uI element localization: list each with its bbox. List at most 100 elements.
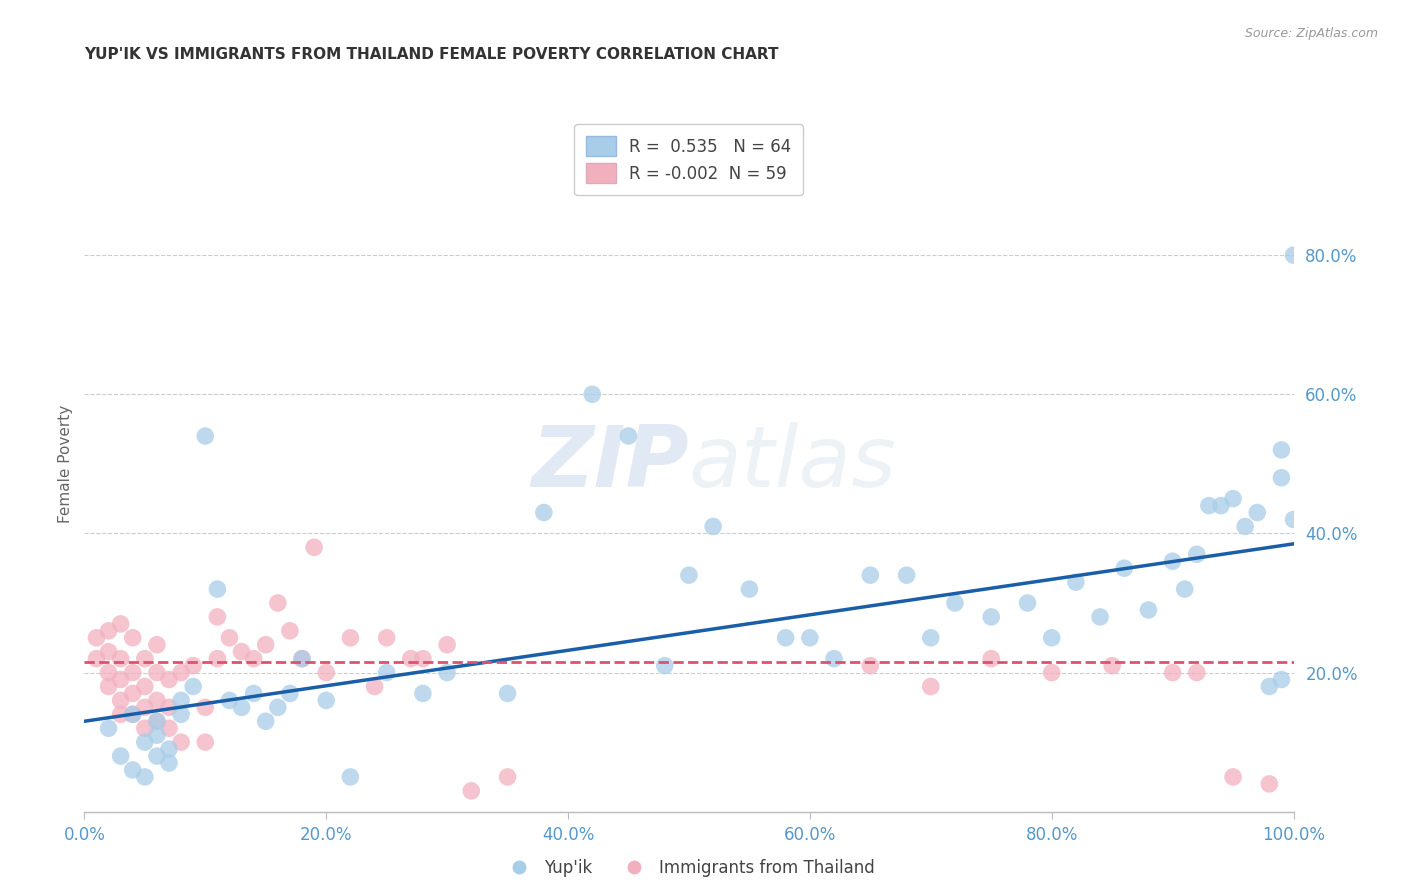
Point xyxy=(859,568,882,582)
Point xyxy=(1174,582,1197,596)
Point xyxy=(97,645,120,659)
Point xyxy=(775,631,797,645)
Point xyxy=(1185,547,1208,561)
Point xyxy=(315,693,337,707)
Point xyxy=(121,763,143,777)
Point xyxy=(231,700,253,714)
Point xyxy=(267,596,290,610)
Point xyxy=(678,568,700,582)
Point xyxy=(207,582,229,596)
Point xyxy=(207,651,229,665)
Text: atlas: atlas xyxy=(689,422,897,506)
Point xyxy=(146,728,169,742)
Point xyxy=(97,624,120,638)
Point xyxy=(110,749,132,764)
Point xyxy=(315,665,337,680)
Point xyxy=(920,631,942,645)
Point xyxy=(121,665,143,680)
Point xyxy=(134,721,156,735)
Point xyxy=(121,631,143,645)
Point xyxy=(859,658,882,673)
Point xyxy=(97,721,120,735)
Point xyxy=(412,686,434,700)
Point xyxy=(412,651,434,665)
Point xyxy=(920,680,942,694)
Point xyxy=(157,673,180,687)
Legend: Yup'ik, Immigrants from Thailand: Yup'ik, Immigrants from Thailand xyxy=(496,852,882,883)
Point xyxy=(496,686,519,700)
Point xyxy=(399,651,422,665)
Point xyxy=(121,707,143,722)
Point xyxy=(146,749,169,764)
Point xyxy=(1282,248,1305,262)
Point xyxy=(436,638,458,652)
Point xyxy=(1282,512,1305,526)
Point xyxy=(134,680,156,694)
Point xyxy=(231,645,253,659)
Point xyxy=(363,680,385,694)
Point xyxy=(194,429,217,443)
Text: Source: ZipAtlas.com: Source: ZipAtlas.com xyxy=(1244,27,1378,40)
Point xyxy=(1258,777,1281,791)
Point xyxy=(1198,499,1220,513)
Y-axis label: Female Poverty: Female Poverty xyxy=(58,405,73,523)
Point xyxy=(134,651,156,665)
Point xyxy=(157,700,180,714)
Point xyxy=(207,610,229,624)
Point xyxy=(1040,631,1063,645)
Point xyxy=(1234,519,1257,533)
Point xyxy=(146,714,169,729)
Point xyxy=(157,742,180,756)
Point xyxy=(1101,658,1123,673)
Point xyxy=(1064,575,1087,590)
Point xyxy=(242,686,264,700)
Point xyxy=(146,665,169,680)
Point xyxy=(896,568,918,582)
Point xyxy=(1161,665,1184,680)
Point xyxy=(617,429,640,443)
Point xyxy=(170,735,193,749)
Point xyxy=(218,693,240,707)
Point xyxy=(121,707,143,722)
Point xyxy=(1114,561,1136,575)
Point xyxy=(1258,680,1281,694)
Point xyxy=(1017,596,1039,610)
Point xyxy=(146,693,169,707)
Point xyxy=(1270,471,1292,485)
Point xyxy=(1137,603,1160,617)
Point xyxy=(375,665,398,680)
Point xyxy=(1222,491,1244,506)
Point xyxy=(799,631,821,645)
Point xyxy=(97,665,120,680)
Point xyxy=(242,651,264,665)
Point xyxy=(254,714,277,729)
Point xyxy=(1161,554,1184,568)
Point xyxy=(302,541,325,555)
Text: ZIP: ZIP xyxy=(531,422,689,506)
Point xyxy=(278,686,301,700)
Point xyxy=(134,770,156,784)
Point xyxy=(181,680,204,694)
Point xyxy=(181,658,204,673)
Point xyxy=(110,693,132,707)
Point xyxy=(146,714,169,729)
Point xyxy=(1209,499,1232,513)
Point xyxy=(157,756,180,770)
Point xyxy=(533,506,555,520)
Point xyxy=(1246,506,1268,520)
Point xyxy=(170,665,193,680)
Point xyxy=(339,770,361,784)
Point xyxy=(157,721,180,735)
Point xyxy=(110,707,132,722)
Point xyxy=(86,631,108,645)
Point xyxy=(170,707,193,722)
Point xyxy=(738,582,761,596)
Point xyxy=(134,700,156,714)
Point xyxy=(194,735,217,749)
Point xyxy=(1270,442,1292,457)
Point xyxy=(1040,665,1063,680)
Point xyxy=(121,686,143,700)
Point xyxy=(1270,673,1292,687)
Point xyxy=(97,680,120,694)
Point xyxy=(291,651,314,665)
